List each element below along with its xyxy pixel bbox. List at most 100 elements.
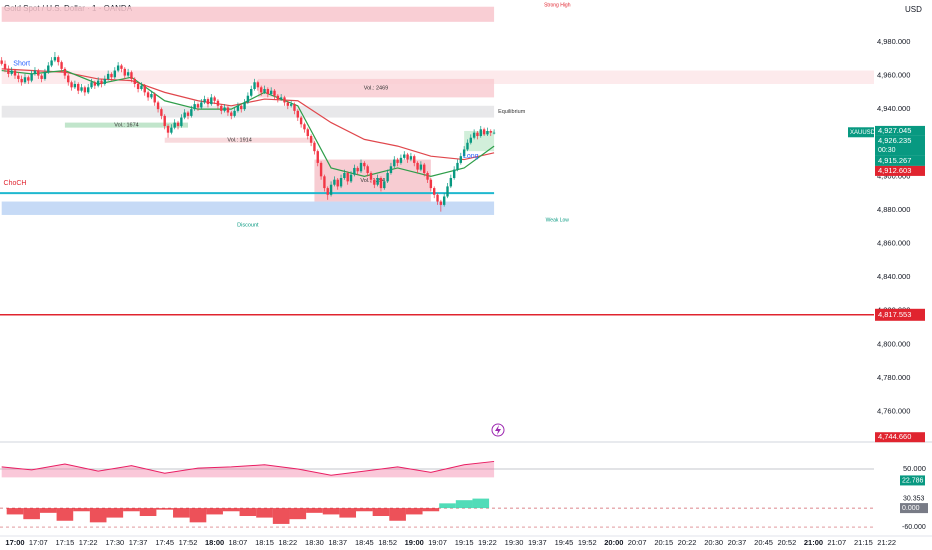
indicator-line bbox=[1, 460, 495, 476]
candle-body bbox=[313, 142, 316, 152]
x-tick-label: 21:00 bbox=[804, 538, 823, 547]
histogram-tick-label: 0.000 bbox=[902, 505, 920, 512]
candle-body bbox=[393, 159, 396, 167]
candle-body bbox=[349, 174, 353, 182]
candle-body bbox=[40, 75, 43, 79]
candle-body bbox=[476, 132, 479, 137]
y-tick-label: 4,800.000 bbox=[877, 339, 910, 348]
candle-body bbox=[363, 162, 366, 167]
zone bbox=[257, 78, 495, 98]
candle-body bbox=[429, 179, 433, 189]
zone bbox=[164, 137, 315, 143]
candle-body bbox=[20, 78, 23, 83]
candle-body bbox=[406, 154, 409, 160]
candle-body bbox=[190, 109, 193, 116]
candle-body bbox=[186, 112, 190, 116]
histogram-bar bbox=[73, 508, 90, 512]
candle-body bbox=[163, 115, 166, 126]
candle-body bbox=[442, 196, 446, 205]
candle-body bbox=[299, 117, 303, 125]
candle-body bbox=[343, 172, 346, 179]
candle-body bbox=[176, 122, 180, 126]
candle-body bbox=[0, 60, 3, 64]
histogram-bar bbox=[472, 498, 490, 509]
candle-body bbox=[13, 70, 17, 76]
histogram-tick-bg bbox=[900, 522, 928, 533]
candle-body bbox=[419, 164, 423, 170]
price-tag-text: 4,744.660 bbox=[878, 432, 911, 441]
x-tick-label: 19:45 bbox=[555, 538, 574, 547]
candle-body bbox=[246, 95, 250, 103]
zone bbox=[464, 130, 495, 152]
x-tick-label: 17:15 bbox=[56, 538, 75, 547]
candle-body bbox=[472, 132, 476, 138]
candle-body bbox=[70, 82, 73, 88]
candle-body bbox=[203, 99, 206, 103]
candle-body bbox=[210, 97, 213, 105]
candle-body bbox=[103, 78, 107, 84]
candle-body bbox=[63, 68, 67, 76]
x-tick-label: 18:30 bbox=[305, 538, 324, 547]
candle-body bbox=[200, 102, 203, 108]
candle-body bbox=[170, 127, 173, 133]
candle-body bbox=[196, 104, 200, 108]
candle-body bbox=[240, 105, 243, 110]
zone-label: Vol.: 1914 bbox=[227, 138, 251, 144]
x-tick-label: 18:15 bbox=[255, 538, 274, 547]
price-tag-text: 4,927.045 bbox=[878, 126, 911, 135]
annotation: Short bbox=[13, 61, 30, 68]
x-tick-label: 21:07 bbox=[827, 538, 846, 547]
candle-body bbox=[489, 130, 492, 133]
candle-body bbox=[126, 72, 130, 76]
candle-body bbox=[479, 129, 482, 137]
histogram-bar bbox=[222, 508, 240, 512]
candle-body bbox=[316, 151, 319, 163]
x-tick-label: 17:52 bbox=[179, 538, 198, 547]
candle-body bbox=[50, 60, 53, 66]
histogram-bar bbox=[339, 508, 357, 518]
x-tick-label: 21:15 bbox=[854, 538, 873, 547]
histogram-bar bbox=[439, 503, 456, 509]
histogram-bar bbox=[189, 508, 207, 523]
histogram-bar bbox=[123, 508, 140, 512]
histogram-bar bbox=[106, 508, 124, 518]
candle-body bbox=[47, 65, 50, 73]
candle-body bbox=[326, 188, 329, 195]
candle-body bbox=[303, 124, 306, 130]
x-tick-label: 19:07 bbox=[428, 538, 447, 547]
candle-body bbox=[83, 87, 87, 93]
y-tick-label: 4,940.000 bbox=[877, 104, 910, 113]
candle-body bbox=[339, 178, 343, 187]
annotation: Strong High bbox=[544, 2, 571, 8]
price-tag-text: 4,926.235 bbox=[878, 136, 911, 145]
candle-body bbox=[259, 87, 263, 93]
candle-body bbox=[156, 102, 160, 110]
candle-body bbox=[426, 172, 429, 180]
candle-body bbox=[266, 89, 270, 95]
histogram-bar bbox=[372, 508, 390, 517]
candle-body bbox=[333, 179, 336, 185]
candle-body bbox=[123, 68, 126, 76]
x-tick-label: 20:07 bbox=[628, 538, 647, 547]
candle-body bbox=[449, 178, 453, 187]
x-tick-label: 19:52 bbox=[578, 538, 597, 547]
indicator-band bbox=[1, 461, 495, 478]
indicator-current-text: 22.786 bbox=[902, 477, 924, 484]
zone-label: Premium bbox=[237, 0, 259, 2]
price-tag-countdown: 00:30 bbox=[878, 147, 896, 154]
x-tick-label: 17:00 bbox=[5, 538, 24, 547]
histogram-bar bbox=[422, 508, 440, 512]
alert-icon[interactable] bbox=[491, 423, 505, 437]
candle-body bbox=[110, 73, 113, 78]
candle-body bbox=[309, 136, 313, 143]
x-tick-label: 17:30 bbox=[105, 538, 124, 547]
candle-body bbox=[269, 90, 273, 95]
candle-body bbox=[336, 179, 339, 187]
candle-body bbox=[53, 57, 57, 61]
histogram-bar bbox=[356, 508, 373, 512]
candle-body bbox=[323, 176, 326, 189]
candle-body bbox=[396, 159, 399, 163]
candle-body bbox=[439, 201, 443, 205]
histogram-bar bbox=[6, 508, 24, 515]
histogram-bar bbox=[289, 508, 307, 520]
